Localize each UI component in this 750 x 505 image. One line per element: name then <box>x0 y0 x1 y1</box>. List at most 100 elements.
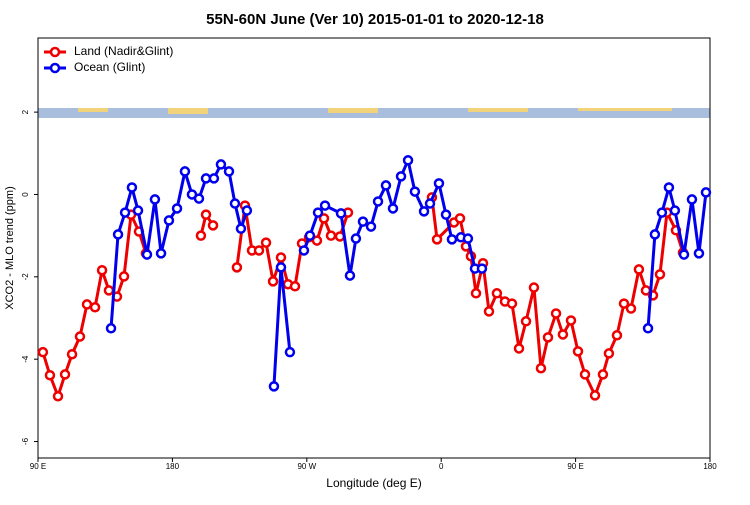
data-point <box>81 299 93 310</box>
data-point <box>275 262 287 273</box>
data-point <box>649 229 661 240</box>
data-point <box>96 264 108 276</box>
x-tick-label: 90 E <box>30 462 46 471</box>
chart-title: 55N-60N June (Ver 10) 2015-01-01 to 2020… <box>206 11 544 28</box>
data-point <box>418 206 430 217</box>
y-tick-label: 2 <box>21 109 30 114</box>
data-point <box>603 348 615 359</box>
y-axis-label: XCO2 - MLO trend (ppm) <box>4 186 16 309</box>
x-tick-label: 0 <box>439 462 444 471</box>
data-point <box>380 180 392 191</box>
data-point <box>319 200 331 211</box>
y-tick-label: -2 <box>21 273 30 281</box>
data-point <box>483 306 495 317</box>
legend-marker <box>49 46 61 58</box>
data-point <box>171 203 183 214</box>
y-tick-label: 0 <box>21 192 30 197</box>
data-point <box>506 298 518 309</box>
data-point <box>267 276 279 287</box>
data-point <box>462 233 474 244</box>
data-point <box>693 248 705 259</box>
data-point <box>513 343 525 354</box>
data-point <box>656 207 668 218</box>
data-point <box>557 329 569 340</box>
data-point <box>312 207 324 218</box>
data-point <box>253 245 265 256</box>
data-point <box>304 230 316 241</box>
data-point <box>223 166 235 177</box>
data-point <box>284 346 296 358</box>
data-point <box>207 220 219 231</box>
data-point <box>155 248 167 259</box>
data-point <box>700 187 712 198</box>
data-point <box>105 323 117 334</box>
data-point <box>491 288 503 299</box>
map-land <box>38 108 672 114</box>
data-point <box>195 230 207 241</box>
data-point <box>231 262 243 273</box>
data-point <box>289 281 301 292</box>
data-point <box>686 194 698 205</box>
data-point <box>318 213 330 224</box>
data-point <box>678 249 690 260</box>
data-point <box>350 233 362 244</box>
data-point <box>597 369 609 380</box>
y-tick-label: -4 <box>21 355 30 363</box>
data-point <box>193 193 205 204</box>
data-point <box>141 249 153 260</box>
data-point <box>387 203 399 214</box>
data-point <box>654 269 666 280</box>
data-point <box>44 369 56 381</box>
data-point <box>633 264 645 275</box>
data-point <box>470 288 482 299</box>
data-point <box>424 198 436 209</box>
x-axis-label: Longitude (deg E) <box>326 476 421 490</box>
data-point <box>572 346 584 357</box>
x-tick-label: 180 <box>166 462 180 471</box>
data-point <box>112 229 124 240</box>
legend-label: Land (Nadir&Glint) <box>74 44 173 58</box>
x-tick-label: 90 E <box>567 462 583 471</box>
data-point <box>642 323 654 334</box>
data-point <box>200 209 212 220</box>
data-point <box>365 221 377 232</box>
legend-marker <box>49 62 61 74</box>
data-point <box>268 381 280 392</box>
x-tick-label: 90 W <box>297 462 316 471</box>
data-point <box>520 316 532 327</box>
data-point <box>335 208 347 219</box>
data-point <box>89 302 101 313</box>
data-point <box>163 215 175 226</box>
data-point <box>579 369 591 380</box>
data-point <box>618 298 630 309</box>
data-point <box>550 308 562 319</box>
data-point <box>431 234 443 245</box>
data-point <box>565 315 577 326</box>
x-tick-label: 180 <box>703 462 717 471</box>
data-point <box>215 159 227 170</box>
data-point <box>132 205 144 216</box>
data-point <box>357 216 369 227</box>
data-point <box>208 173 220 184</box>
data-point <box>235 223 247 234</box>
legend-label: Ocean (Glint) <box>74 60 145 74</box>
data-point <box>625 303 637 314</box>
data-point <box>103 285 115 296</box>
data-point <box>402 155 414 166</box>
data-point <box>119 207 131 218</box>
data-point <box>260 237 272 248</box>
data-point <box>59 369 71 380</box>
data-point <box>663 182 675 193</box>
data-point <box>179 166 191 177</box>
data-point <box>229 198 241 209</box>
data-point <box>440 209 452 220</box>
data-point <box>409 186 421 197</box>
data-point <box>528 282 540 293</box>
data-point <box>535 362 547 374</box>
data-point <box>611 330 623 341</box>
data-point <box>395 171 407 182</box>
data-point <box>476 263 488 274</box>
data-point <box>372 196 384 207</box>
data-point <box>37 346 49 358</box>
